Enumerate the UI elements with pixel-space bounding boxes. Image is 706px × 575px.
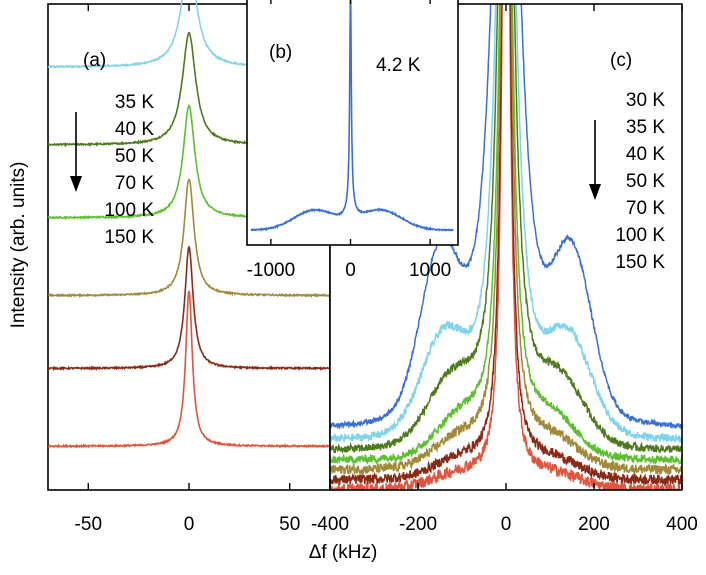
- panel-b-ticks: -1000 0 1000: [247, 0, 451, 281]
- panel-b-series-4p2k: [250, 0, 454, 232]
- panel-a-legend-item: 70 K: [115, 173, 154, 194]
- panel-a-legend-item: 35 K: [115, 92, 154, 113]
- panel-c-series-100k: [330, 4, 682, 487]
- panel-b-xtick-label: 1000: [409, 260, 451, 281]
- panel-c-legend-item: 150 K: [615, 252, 665, 273]
- panel-c-legend: 30 K 35 K 40 K 50 K 70 K 100 K 150 K: [615, 90, 665, 273]
- panel-a-legend-item: 50 K: [115, 146, 154, 167]
- panel-b-inset: -1000 0 1000 (b) 4.2 K: [246, 0, 459, 281]
- panel-c-series-50k: [330, 4, 682, 466]
- panel-c-label: (c): [610, 50, 632, 71]
- panel-a-legend: 35 K 40 K 50 K 70 K 100 K 150 K: [104, 92, 154, 248]
- panel-a: -50 0 50 (a) 35 K 40 K 50 K 70 K 100 K 150 K: [47, 0, 331, 535]
- panel-c-series-30k: [330, 4, 682, 430]
- panel-c-curves: [330, 4, 682, 490]
- panel-b-xtick-label: -1000: [247, 260, 296, 281]
- panel-c-series-150k: [330, 4, 682, 490]
- panel-a-legend-item: 150 K: [104, 227, 154, 248]
- panel-a-ticks: -50 0 50: [75, 4, 300, 535]
- panel-c-series-70k: [330, 4, 682, 477]
- panel-a-series-100k: [47, 245, 331, 372]
- panel-c-xtick-label: -200: [399, 514, 437, 535]
- panel-c-legend-item: 100 K: [615, 225, 665, 246]
- panel-c-ticks: -400 -200 0 200 400: [311, 4, 698, 535]
- panel-b-label: (b): [269, 42, 292, 63]
- panel-c-xtick-label: 400: [666, 514, 698, 535]
- panel-c-xtick-label: 0: [501, 514, 512, 535]
- panel-a-xtick-label: 50: [279, 514, 300, 535]
- panel-c-series-35k: [330, 4, 682, 444]
- panel-a-series-70k: [47, 178, 331, 299]
- panel-b-curves: [250, 0, 454, 232]
- panel-c-legend-item: 70 K: [626, 198, 665, 219]
- panel-a-legend-item: 40 K: [115, 119, 154, 140]
- panel-c-legend-item: 30 K: [626, 90, 665, 111]
- x-axis-label: Δf (kHz): [309, 542, 378, 563]
- panel-c-arrow: [589, 120, 601, 200]
- panel-c-xtick-label: -400: [311, 514, 349, 535]
- y-axis-label: Intensity (arb. units): [8, 162, 29, 329]
- panel-c-legend-item: 35 K: [626, 117, 665, 138]
- panel-a-legend-item: 100 K: [104, 200, 154, 221]
- panel-a-arrow: [70, 112, 82, 192]
- panel-b-frame: [246, 0, 459, 246]
- panel-b-xtick-label: 0: [345, 260, 356, 281]
- panel-b-temperature: 4.2 K: [376, 55, 421, 76]
- panel-c-legend-item: 40 K: [626, 144, 665, 165]
- panel-a-xtick-label: -50: [75, 514, 102, 535]
- panel-a-curves: [47, 0, 331, 449]
- panel-b-background: [247, 0, 458, 245]
- panel-a-series-150k: [47, 290, 331, 449]
- panel-a-label: (a): [83, 50, 106, 71]
- panel-a-xtick-label: 0: [184, 514, 195, 535]
- panel-c-series-40k: [330, 4, 682, 455]
- panel-c-legend-item: 50 K: [626, 171, 665, 192]
- panel-c-xtick-label: 200: [578, 514, 610, 535]
